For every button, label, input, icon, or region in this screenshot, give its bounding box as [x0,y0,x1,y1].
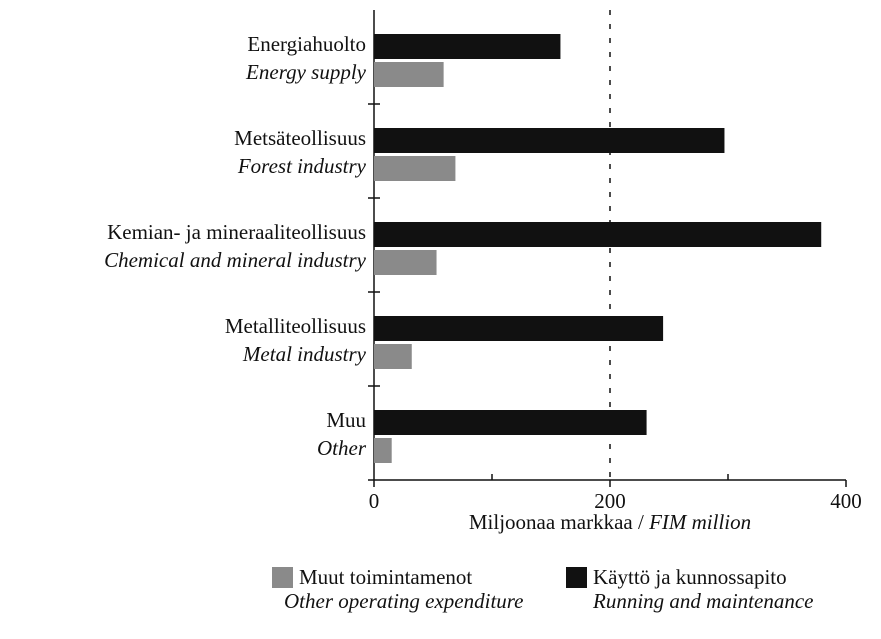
x-tick-label: 200 [594,489,626,513]
bar [374,128,725,153]
x-axis-label: Miljoonaa markkaa / FIM million [469,510,751,534]
category-label-en: Forest industry [237,154,367,178]
legend-label-en: Running and maintenance [592,589,813,613]
category-label: Muu [326,408,366,432]
category-label-en: Other [317,436,367,460]
bar [374,410,647,435]
bar [374,156,456,181]
category-label: Energiahuolto [247,32,366,56]
bar [374,34,561,59]
bar [374,316,664,341]
legend-swatch [566,567,587,588]
category-label-en: Chemical and mineral industry [104,248,367,272]
x-tick-label: 0 [369,489,380,513]
bar [374,344,412,369]
category-label: Metalliteollisuus [225,314,366,338]
legend-label: Muut toimintamenot [299,565,472,589]
category-label-en: Energy supply [245,60,367,84]
bar [374,222,822,247]
x-tick-label: 400 [830,489,862,513]
category-label: Kemian- ja mineraaliteollisuus [107,220,366,244]
bar [374,62,444,87]
bar [374,250,437,275]
category-label: Metsäteollisuus [234,126,366,150]
legend-label-en: Other operating expenditure [284,589,524,613]
x-axis-label-en: FIM million [648,510,751,534]
x-axis-label-fi: Miljoonaa markkaa / [469,510,649,534]
legend-swatch [272,567,293,588]
legend-label: Käyttö ja kunnossapito [593,565,787,589]
bar [374,438,392,463]
category-label-en: Metal industry [242,342,367,366]
